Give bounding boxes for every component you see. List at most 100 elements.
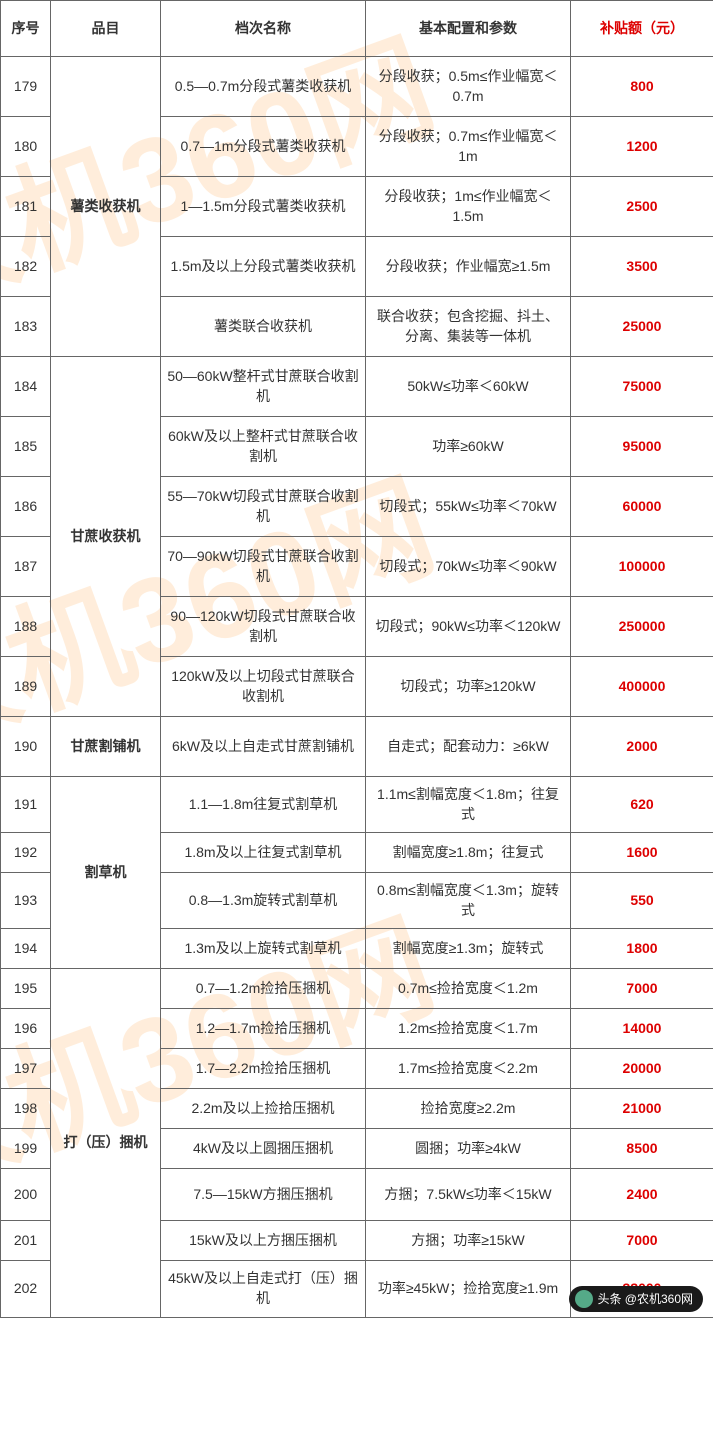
cell-grade: 1.2—1.7m捡拾压捆机 bbox=[161, 1009, 366, 1049]
cell-seq: 190 bbox=[1, 717, 51, 777]
cell-amount: 21000 bbox=[571, 1089, 713, 1129]
table-row: 184 甘蔗收获机 50—60kW整杆式甘蔗联合收割机 50kW≤功率＜60kW… bbox=[1, 357, 713, 417]
cell-config: 50kW≤功率＜60kW bbox=[366, 357, 571, 417]
cell-amount: 100000 bbox=[571, 537, 713, 597]
cell-category: 甘蔗割铺机 bbox=[51, 717, 161, 777]
table-row: 190 甘蔗割铺机 6kW及以上自走式甘蔗割铺机 自走式；配套动力：≥6kW 2… bbox=[1, 717, 713, 777]
cell-grade: 1.1—1.8m往复式割草机 bbox=[161, 777, 366, 833]
cell-config: 分段收获；作业幅宽≥1.5m bbox=[366, 237, 571, 297]
table-row: 191 割草机 1.1—1.8m往复式割草机 1.1m≤割幅宽度＜1.8m；往复… bbox=[1, 777, 713, 833]
cell-seq: 185 bbox=[1, 417, 51, 477]
cell-config: 割幅宽度≥1.8m；往复式 bbox=[366, 833, 571, 873]
cell-amount: 14000 bbox=[571, 1009, 713, 1049]
cell-config: 切段式；90kW≤功率＜120kW bbox=[366, 597, 571, 657]
cell-seq: 187 bbox=[1, 537, 51, 597]
cell-config: 切段式；70kW≤功率＜90kW bbox=[366, 537, 571, 597]
cell-seq: 202 bbox=[1, 1261, 51, 1317]
cell-seq: 183 bbox=[1, 297, 51, 357]
cell-seq: 189 bbox=[1, 657, 51, 717]
cell-config: 0.7m≤捡拾宽度＜1.2m bbox=[366, 969, 571, 1009]
cell-seq: 193 bbox=[1, 873, 51, 929]
cell-grade: 55—70kW切段式甘蔗联合收割机 bbox=[161, 477, 366, 537]
cell-config: 自走式；配套动力：≥6kW bbox=[366, 717, 571, 777]
cell-amount: 8500 bbox=[571, 1129, 713, 1169]
cell-amount: 7000 bbox=[571, 969, 713, 1009]
cell-amount: 3500 bbox=[571, 237, 713, 297]
cell-grade: 70—90kW切段式甘蔗联合收割机 bbox=[161, 537, 366, 597]
cell-category: 割草机 bbox=[51, 777, 161, 969]
cell-grade: 60kW及以上整杆式甘蔗联合收割机 bbox=[161, 417, 366, 477]
cell-seq: 200 bbox=[1, 1169, 51, 1221]
cell-amount: 20000 bbox=[571, 1049, 713, 1089]
cell-amount: 620 bbox=[571, 777, 713, 833]
cell-seq: 196 bbox=[1, 1009, 51, 1049]
cell-seq: 182 bbox=[1, 237, 51, 297]
cell-seq: 188 bbox=[1, 597, 51, 657]
subsidy-table: 序号 品目 档次名称 基本配置和参数 补贴额（元） 179 薯类收获机 0.5—… bbox=[0, 0, 713, 1318]
cell-grade: 15kW及以上方捆压捆机 bbox=[161, 1221, 366, 1261]
cell-config: 分段收获；1m≤作业幅宽＜1.5m bbox=[366, 177, 571, 237]
table-row: 195 打（压）捆机 0.7—1.2m捡拾压捆机 0.7m≤捡拾宽度＜1.2m … bbox=[1, 969, 713, 1009]
cell-grade: 7.5—15kW方捆压捆机 bbox=[161, 1169, 366, 1221]
cell-config: 切段式；功率≥120kW bbox=[366, 657, 571, 717]
cell-grade: 0.5—0.7m分段式薯类收获机 bbox=[161, 57, 366, 117]
cell-category: 甘蔗收获机 bbox=[51, 357, 161, 717]
cell-amount: 95000 bbox=[571, 417, 713, 477]
col-category: 品目 bbox=[51, 1, 161, 57]
cell-category: 打（压）捆机 bbox=[51, 969, 161, 1317]
cell-grade: 0.7—1m分段式薯类收获机 bbox=[161, 117, 366, 177]
cell-grade: 45kW及以上自走式打（压）捆机 bbox=[161, 1261, 366, 1317]
cell-seq: 201 bbox=[1, 1221, 51, 1261]
col-config: 基本配置和参数 bbox=[366, 1, 571, 57]
cell-grade: 1.8m及以上往复式割草机 bbox=[161, 833, 366, 873]
cell-grade: 薯类联合收获机 bbox=[161, 297, 366, 357]
cell-amount: 400000 bbox=[571, 657, 713, 717]
cell-config: 1.1m≤割幅宽度＜1.8m；往复式 bbox=[366, 777, 571, 833]
cell-seq: 198 bbox=[1, 1089, 51, 1129]
cell-seq: 195 bbox=[1, 969, 51, 1009]
cell-config: 1.7m≤捡拾宽度＜2.2m bbox=[366, 1049, 571, 1089]
cell-seq: 184 bbox=[1, 357, 51, 417]
cell-config: 捡拾宽度≥2.2m bbox=[366, 1089, 571, 1129]
cell-amount: 2000 bbox=[571, 717, 713, 777]
col-subsidy: 补贴额（元） bbox=[571, 1, 713, 57]
cell-grade: 1—1.5m分段式薯类收获机 bbox=[161, 177, 366, 237]
cell-amount: 1800 bbox=[571, 929, 713, 969]
cell-amount: 800 bbox=[571, 57, 713, 117]
cell-grade: 90—120kW切段式甘蔗联合收割机 bbox=[161, 597, 366, 657]
cell-grade: 120kW及以上切段式甘蔗联合收割机 bbox=[161, 657, 366, 717]
cell-config: 方捆；功率≥15kW bbox=[366, 1221, 571, 1261]
cell-amount: 25000 bbox=[571, 297, 713, 357]
col-seq: 序号 bbox=[1, 1, 51, 57]
cell-amount: 60000 bbox=[571, 477, 713, 537]
cell-config: 功率≥45kW；捡拾宽度≥1.9m bbox=[366, 1261, 571, 1317]
source-label: 头条 @农机360网 bbox=[597, 1290, 693, 1307]
cell-amount: 75000 bbox=[571, 357, 713, 417]
cell-amount: 2400 bbox=[571, 1169, 713, 1221]
cell-amount: 1200 bbox=[571, 117, 713, 177]
source-chip: 头条 @农机360网 bbox=[569, 1286, 703, 1312]
cell-grade: 0.8—1.3m旋转式割草机 bbox=[161, 873, 366, 929]
cell-seq: 179 bbox=[1, 57, 51, 117]
cell-seq: 199 bbox=[1, 1129, 51, 1169]
cell-amount: 1600 bbox=[571, 833, 713, 873]
cell-grade: 1.5m及以上分段式薯类收获机 bbox=[161, 237, 366, 297]
cell-seq: 180 bbox=[1, 117, 51, 177]
cell-seq: 181 bbox=[1, 177, 51, 237]
cell-amount: 250000 bbox=[571, 597, 713, 657]
cell-category: 薯类收获机 bbox=[51, 57, 161, 357]
cell-seq: 197 bbox=[1, 1049, 51, 1089]
cell-grade: 2.2m及以上捡拾压捆机 bbox=[161, 1089, 366, 1129]
cell-seq: 186 bbox=[1, 477, 51, 537]
cell-amount: 550 bbox=[571, 873, 713, 929]
table-row: 179 薯类收获机 0.5—0.7m分段式薯类收获机 分段收获；0.5m≤作业幅… bbox=[1, 57, 713, 117]
cell-config: 方捆；7.5kW≤功率＜15kW bbox=[366, 1169, 571, 1221]
cell-amount: 2500 bbox=[571, 177, 713, 237]
cell-config: 0.8m≤割幅宽度＜1.3m；旋转式 bbox=[366, 873, 571, 929]
cell-config: 1.2m≤捡拾宽度＜1.7m bbox=[366, 1009, 571, 1049]
cell-config: 割幅宽度≥1.3m；旋转式 bbox=[366, 929, 571, 969]
cell-config: 联合收获；包含挖掘、抖土、分离、集装等一体机 bbox=[366, 297, 571, 357]
cell-config: 功率≥60kW bbox=[366, 417, 571, 477]
cell-config: 圆捆；功率≥4kW bbox=[366, 1129, 571, 1169]
cell-seq: 194 bbox=[1, 929, 51, 969]
